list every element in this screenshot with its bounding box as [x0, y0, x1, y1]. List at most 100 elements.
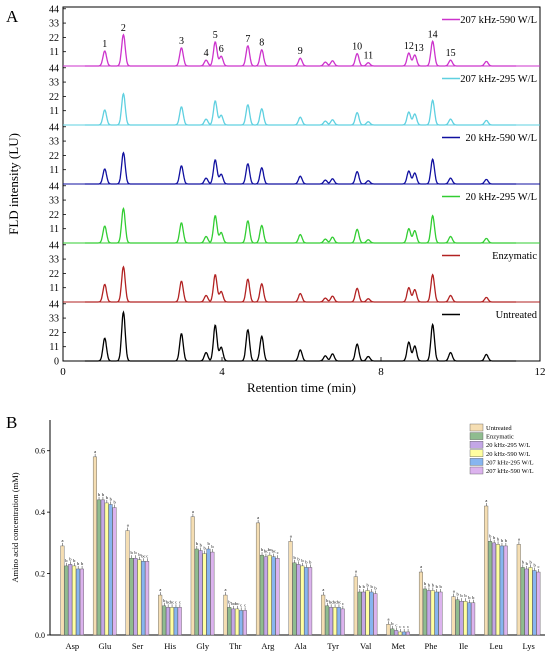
bar: [129, 558, 134, 636]
x-tick-label: Arg: [261, 641, 275, 651]
significance-letter: b: [294, 555, 297, 560]
bar: [503, 545, 508, 636]
peak-number-label: 2: [121, 23, 126, 34]
bar: [169, 607, 174, 636]
significance-letter: b: [114, 500, 117, 505]
bar: [288, 541, 293, 636]
significance-letter: b: [204, 546, 207, 551]
y-tick-label: 0.2: [35, 570, 45, 579]
bar: [484, 505, 489, 636]
significance-letter: b: [65, 558, 68, 563]
bar: [198, 550, 203, 636]
legend-swatch: [469, 423, 484, 432]
significance-letter: bc: [235, 601, 239, 606]
bar: [451, 596, 456, 636]
peak-number-label: 8: [259, 38, 264, 49]
significance-letter: a: [257, 515, 259, 520]
trace-line: [84, 92, 517, 126]
y-tick-label: 11: [49, 342, 59, 353]
bar: [373, 593, 378, 636]
bar: [259, 554, 264, 636]
y-tick-label: 44: [49, 181, 59, 192]
bar: [422, 588, 427, 636]
significance-letter: c: [146, 553, 148, 558]
significance-letter: b: [131, 550, 134, 555]
y-axis-title: FLD intensity (LU): [6, 133, 21, 235]
significance-letter: b: [207, 541, 210, 546]
significance-letter: bc: [170, 599, 174, 604]
significance-letter: bc: [141, 553, 145, 558]
significance-letter: a: [225, 587, 227, 592]
bar: [357, 591, 362, 636]
x-tick-label: Glu: [99, 641, 113, 651]
bar: [141, 561, 146, 636]
bar: [158, 594, 163, 636]
significance-letter: b: [363, 584, 366, 589]
x-tick-label: His: [164, 641, 176, 651]
x-tick-label: Tyr: [327, 641, 339, 651]
bar: [467, 602, 472, 636]
peak-number-label: 11: [363, 51, 373, 62]
y-tick-label: 22: [49, 92, 59, 103]
significance-letter: a: [485, 498, 487, 503]
bar: [386, 624, 391, 636]
bar: [112, 507, 117, 636]
significance-letter: b: [432, 582, 435, 587]
bar: [125, 530, 130, 636]
bar: [96, 499, 101, 636]
y-tick-label: 22: [49, 328, 59, 339]
bar: [455, 599, 460, 636]
bar: [438, 591, 443, 636]
significance-letter: b: [261, 547, 264, 552]
bar: [394, 630, 399, 636]
peak-number-label: 13: [414, 43, 424, 54]
peak-number-label: 7: [245, 34, 250, 45]
significance-letter: b: [138, 552, 141, 557]
significance-letter: b: [436, 584, 439, 589]
y-tick-label: 44: [49, 240, 59, 251]
significance-letter: c: [179, 599, 181, 604]
x-tick-label: Ala: [294, 641, 307, 651]
significance-letter: b: [73, 558, 76, 563]
significance-letter: b: [309, 559, 312, 564]
significance-letter: b: [374, 586, 377, 591]
significance-letter: b: [424, 581, 427, 586]
bar: [328, 607, 333, 636]
x-tick-label: 12: [535, 366, 546, 378]
significance-letter: b: [69, 556, 72, 561]
significance-letter: b: [497, 536, 500, 541]
bar: [520, 567, 525, 636]
y-tick-label: 33: [49, 196, 59, 207]
bar: [177, 607, 182, 636]
legend-label: 207 kHz-295 W/L: [486, 459, 534, 466]
x-tick-label: Leu: [489, 641, 503, 651]
significance-letter: c: [407, 624, 409, 629]
significance-letter: b: [196, 541, 199, 546]
bar: [242, 610, 247, 636]
significance-letter: b: [489, 533, 492, 538]
significance-letter: b: [391, 621, 394, 626]
y-tick-label: 11: [49, 165, 59, 176]
bar: [190, 516, 195, 636]
bar: [336, 607, 341, 636]
bar: [402, 631, 407, 636]
trace-line: [84, 151, 517, 185]
y-tick-label: 33: [49, 137, 59, 148]
y-axis-title: Amino acid concentration (mM): [10, 472, 20, 582]
bar: [79, 568, 84, 636]
significance-letter: b: [530, 559, 533, 564]
bar: [263, 556, 268, 636]
significance-letter: b: [370, 584, 373, 589]
legend-label: Untreated: [486, 425, 512, 432]
legend-label: 207 kHz-590 W/L: [486, 468, 534, 475]
significance-letter: b: [472, 595, 475, 600]
y-tick-label: 33: [49, 78, 59, 89]
legend-swatch: [469, 466, 484, 475]
x-tick-label: 0: [60, 366, 66, 378]
legend-label: 20 kHz-295 W/L: [465, 192, 537, 203]
peak-number-label: 12: [404, 41, 414, 52]
significance-letter: b: [505, 538, 508, 543]
significance-letter: a: [355, 569, 357, 574]
